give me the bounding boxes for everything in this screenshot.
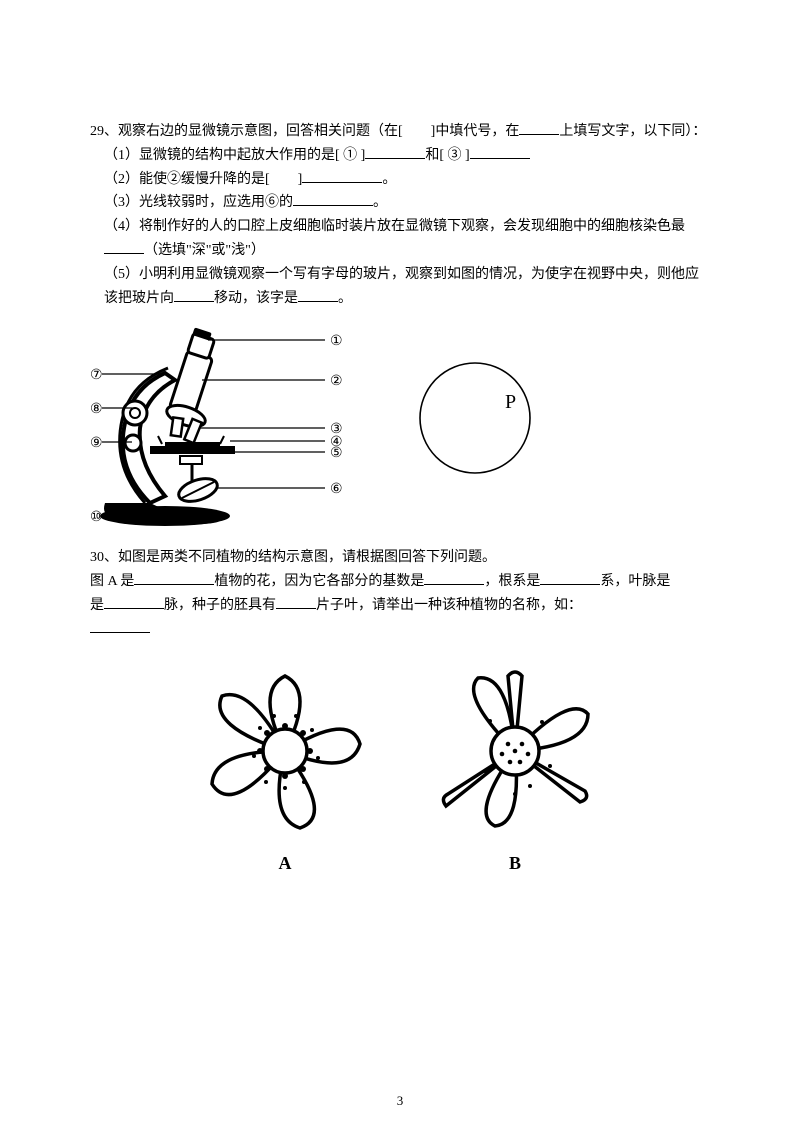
q29-p4b: （选填"深"或"浅"）	[144, 243, 265, 258]
blank	[365, 144, 425, 159]
q30-l2a: 脉，种子的胚具有	[164, 598, 276, 613]
blank	[174, 287, 214, 302]
label-1: ①	[330, 334, 343, 349]
q29-p4a: （4）将制作好的人的口腔上皮细胞临时装片放在显微镜下观察，会发现细胞中的细胞核染…	[104, 219, 685, 234]
label-7: ⑦	[90, 368, 103, 383]
q29-figures: ① ② ③ ④ ⑤ ⑥ ⑦ ⑧ ⑨ ⑩	[90, 318, 710, 538]
label-6: ⑥	[330, 482, 343, 497]
field-of-view-circle: P	[410, 353, 540, 483]
q29-intro-tail: 上填写文字，以下同）：	[559, 124, 706, 139]
q29-p5b: 移动，该字是	[214, 291, 298, 306]
q30-l1b: 植物的花，因为它各部分的基数是	[214, 574, 424, 589]
q29-p5e: 。	[338, 291, 352, 306]
microscope-svg: ① ② ③ ④ ⑤ ⑥ ⑦ ⑧ ⑨ ⑩	[90, 318, 350, 538]
q30-figures: A	[90, 666, 710, 879]
blank	[90, 618, 150, 633]
flower-a-svg	[200, 666, 370, 836]
label-5: ⑤	[330, 446, 343, 461]
q30-l2pre: 是	[90, 598, 104, 613]
q30-intro: 30、如图是两类不同植物的结构示意图，请根据图回答下列问题。	[90, 546, 710, 570]
q29-p2e: 。	[382, 172, 396, 187]
q29-p3a: （3）光线较弱时，应选用⑥的	[104, 195, 293, 210]
blank	[424, 570, 484, 585]
blank	[298, 287, 338, 302]
flower-a: A	[200, 666, 370, 879]
blank	[293, 191, 373, 206]
q29-p1b: 和[ ③ ]	[425, 148, 469, 163]
blank	[470, 144, 530, 159]
label-2: ②	[330, 374, 343, 389]
q29-block: 29、观察右边的显微镜示意图，回答相关问题（在[ ]中填代号，在 上填写文字，以下…	[90, 120, 710, 310]
flower-b-svg	[430, 666, 600, 836]
circle-svg: P	[410, 353, 540, 483]
q30-l1a: 图 A 是	[90, 574, 134, 589]
microscope-figure: ① ② ③ ④ ⑤ ⑥ ⑦ ⑧ ⑨ ⑩	[90, 318, 350, 538]
q29-p3e: 。	[373, 195, 387, 210]
q29-p2a: （2）能使②缓慢升降的是[ ]	[104, 172, 302, 187]
blank	[104, 594, 164, 609]
q30-l1d: 系，叶脉是	[600, 574, 670, 589]
q30-l2b: 片子叶，请举出一种该种植物的名称，如：	[316, 598, 582, 613]
blank	[540, 570, 600, 585]
q29-intro: 29、观察右边的显微镜示意图，回答相关问题（在[ ]中填代号，在	[90, 124, 519, 139]
q30-block: 30、如图是两类不同植物的结构示意图，请根据图回答下列问题。 图 A 是 植物的花…	[90, 546, 710, 641]
blank	[276, 594, 316, 609]
flower-b-label: B	[430, 848, 600, 879]
flower-b: B	[430, 666, 600, 879]
blank	[302, 168, 382, 183]
label-9: ⑨	[90, 436, 103, 451]
q30-l1c: ，根系是	[484, 574, 540, 589]
label-8: ⑧	[90, 402, 103, 417]
label-10: ⑩	[90, 510, 103, 525]
q29-p1a: （1）显微镜的结构中起放大作用的是[ ① ]	[104, 148, 365, 163]
blank	[519, 120, 559, 135]
circle-letter: P	[505, 391, 516, 413]
blank	[104, 239, 144, 254]
blank	[134, 570, 214, 585]
page-number: 3	[0, 1090, 800, 1112]
flower-a-label: A	[200, 848, 370, 879]
